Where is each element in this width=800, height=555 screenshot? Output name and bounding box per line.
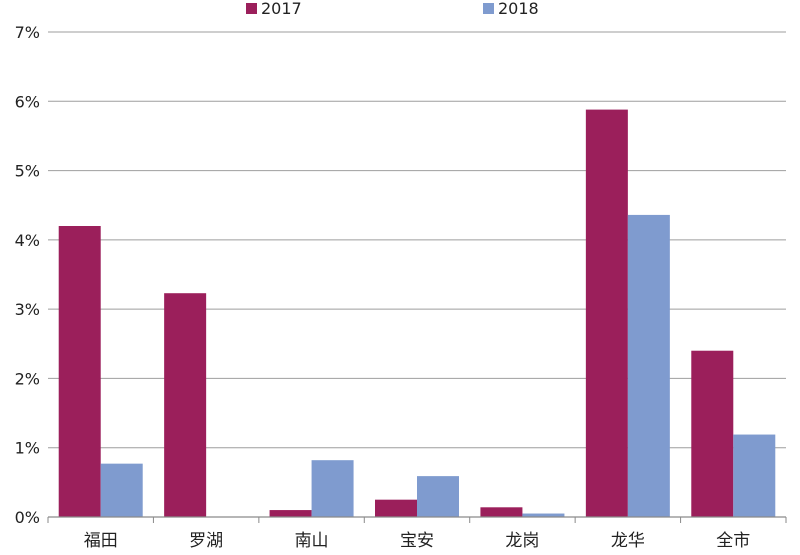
bar-2017-南山 xyxy=(269,510,312,517)
legend-label-2018: 2018 xyxy=(498,0,539,18)
x-tick-label: 龙华 xyxy=(611,531,645,551)
bar-2017-龙华 xyxy=(585,109,628,517)
bar-2018-全市 xyxy=(733,434,776,517)
x-tick-label: 宝安 xyxy=(400,531,434,551)
legend-swatch-2018 xyxy=(483,3,494,14)
bar-2017-福田 xyxy=(58,226,101,517)
legend: 2017 2018 xyxy=(246,0,539,18)
x-tick-label: 全市 xyxy=(716,531,750,551)
bar-2018-南山 xyxy=(311,460,354,517)
y-axis: 0% 1% 2% 3% 4% 5% 6% 7% xyxy=(15,23,40,527)
y-tick-label: 3% xyxy=(15,300,40,319)
bar-2018-龙岗 xyxy=(522,513,565,517)
x-axis: 福田 罗湖 南山 宝安 龙岗 龙华 全市 xyxy=(47,516,787,551)
x-tick-label: 南山 xyxy=(295,531,329,551)
y-tick-label: 1% xyxy=(15,439,40,458)
bar-2018-福田 xyxy=(100,463,143,517)
y-tick-label: 7% xyxy=(15,23,40,42)
x-tick-label: 罗湖 xyxy=(189,531,223,551)
y-tick-label: 4% xyxy=(15,231,40,250)
bar-2017-龙岗 xyxy=(480,507,523,517)
x-tick-label: 福田 xyxy=(84,531,118,551)
bar-2017-罗湖 xyxy=(164,293,207,517)
x-tick-label: 龙岗 xyxy=(505,531,539,551)
y-tick-label: 0% xyxy=(15,508,40,527)
bar-2017-宝安 xyxy=(375,499,417,517)
bar-2018-龙华 xyxy=(627,214,670,517)
y-tick-label: 6% xyxy=(15,92,40,111)
bars xyxy=(58,109,776,517)
bar-2017-全市 xyxy=(691,350,734,517)
gridlines xyxy=(48,31,786,449)
y-tick-label: 5% xyxy=(15,162,40,181)
legend-label-2017: 2017 xyxy=(261,0,302,18)
y-tick-label: 2% xyxy=(15,369,40,388)
legend-swatch-2017 xyxy=(246,3,257,14)
bar-2018-宝安 xyxy=(417,476,459,517)
